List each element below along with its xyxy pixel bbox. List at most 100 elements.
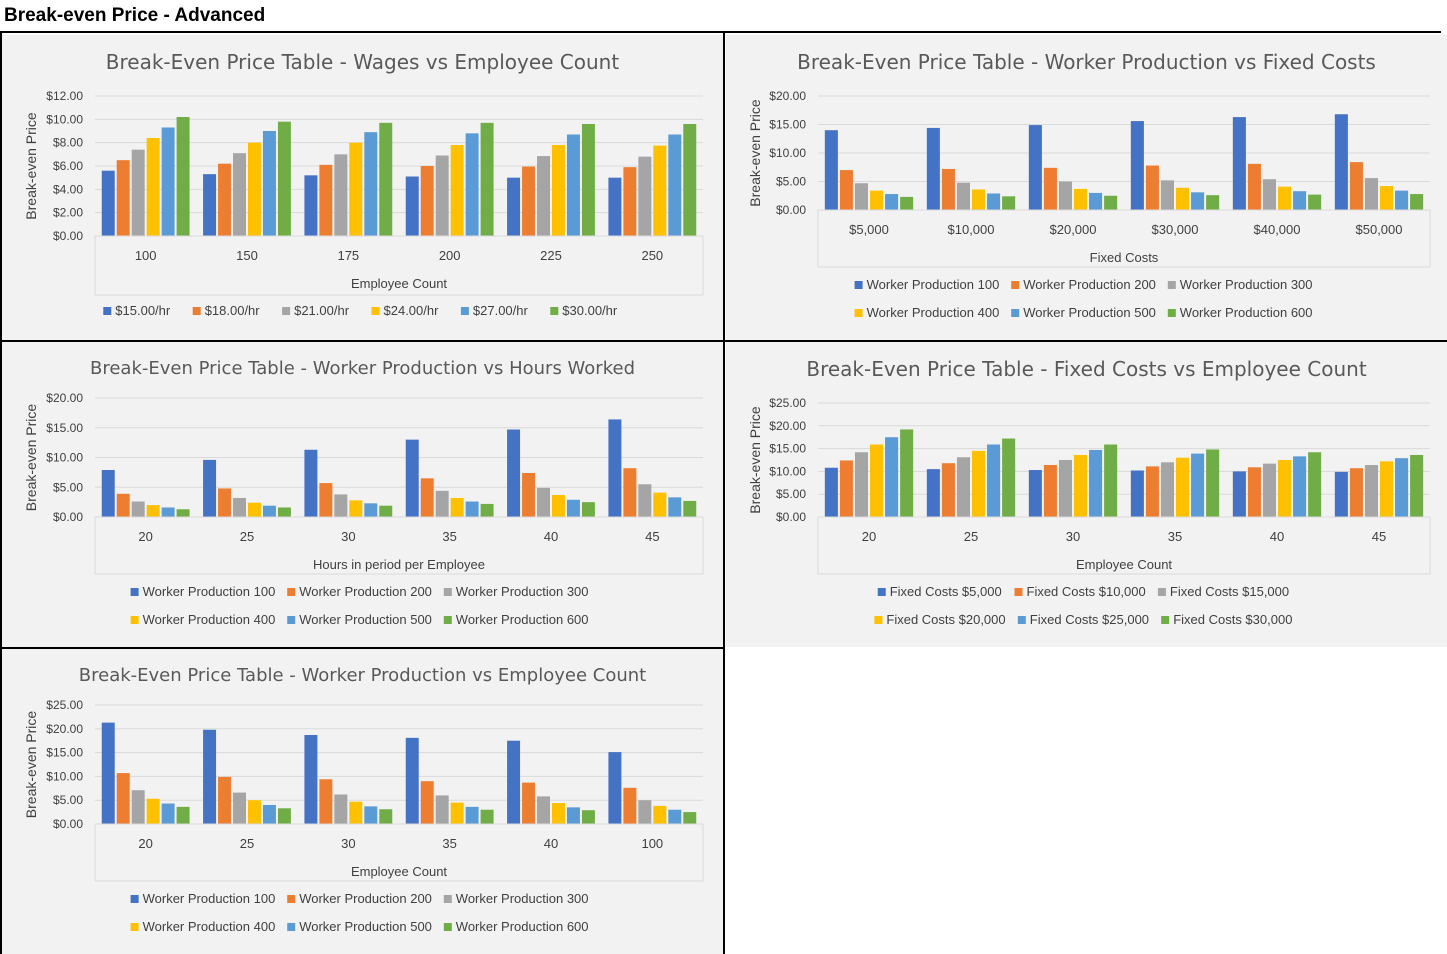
bar[interactable] — [233, 153, 246, 236]
bar[interactable] — [218, 163, 232, 236]
bar[interactable] — [176, 117, 190, 236]
bar[interactable] — [1043, 167, 1057, 210]
bar[interactable] — [450, 497, 464, 517]
bar[interactable] — [248, 502, 261, 517]
legend-label[interactable]: Worker Production 400 — [867, 305, 1000, 320]
bar[interactable] — [1160, 462, 1174, 517]
bar[interactable] — [319, 164, 333, 236]
bar[interactable] — [420, 781, 434, 824]
bar[interactable] — [101, 170, 115, 236]
legend-label[interactable]: $15.00/hr — [115, 303, 171, 318]
bar[interactable] — [668, 497, 682, 517]
legend-label[interactable]: Worker Production 100 — [867, 277, 1000, 292]
bar[interactable] — [116, 493, 130, 517]
bar[interactable] — [839, 170, 853, 210]
bar[interactable] — [203, 174, 217, 236]
legend-label[interactable]: Worker Production 500 — [1023, 305, 1156, 320]
bar[interactable] — [941, 168, 955, 210]
bar[interactable] — [379, 122, 393, 236]
bar[interactable] — [1104, 195, 1118, 210]
bar[interactable] — [480, 122, 494, 236]
bar[interactable] — [1410, 454, 1424, 517]
bar[interactable] — [1262, 463, 1276, 517]
bar[interactable] — [277, 808, 291, 824]
bar[interactable] — [1247, 467, 1261, 517]
legend-label[interactable]: Worker Production 400 — [143, 919, 276, 934]
bar[interactable] — [248, 142, 261, 236]
legend-label[interactable]: Fixed Costs $10,000 — [1027, 584, 1146, 599]
bar[interactable] — [638, 156, 652, 236]
chart-panel-fixed-costs-employees[interactable]: Break-Even Price Table - Fixed Costs vs … — [726, 342, 1447, 647]
legend-label[interactable]: Worker Production 200 — [299, 891, 432, 906]
bar[interactable] — [1104, 444, 1118, 517]
legend-label[interactable]: Worker Production 200 — [1023, 277, 1156, 292]
bar[interactable] — [683, 500, 697, 517]
bar[interactable] — [176, 806, 190, 824]
bar[interactable] — [926, 127, 940, 210]
legend-label[interactable]: Worker Production 300 — [456, 584, 589, 599]
bar[interactable] — [379, 505, 393, 517]
bar[interactable] — [522, 166, 536, 236]
bar[interactable] — [1380, 461, 1394, 517]
bar[interactable] — [450, 802, 464, 824]
legend-label[interactable]: $24.00/hr — [384, 303, 440, 318]
bar[interactable] — [405, 176, 419, 237]
legend-label[interactable]: Fixed Costs $15,000 — [1170, 584, 1289, 599]
bar[interactable] — [480, 809, 494, 824]
bar[interactable] — [405, 737, 419, 824]
bar[interactable] — [1058, 181, 1072, 211]
legend-label[interactable]: Worker Production 600 — [456, 612, 589, 627]
bar[interactable] — [1349, 162, 1363, 210]
bar[interactable] — [972, 450, 986, 517]
bar[interactable] — [668, 809, 682, 824]
bar[interactable] — [581, 810, 595, 824]
bar[interactable] — [653, 492, 667, 517]
bar[interactable] — [824, 467, 838, 517]
bar[interactable] — [1002, 196, 1016, 210]
bar[interactable] — [581, 124, 595, 236]
bar[interactable] — [1308, 452, 1322, 517]
bar[interactable] — [972, 189, 986, 210]
legend-label[interactable]: $18.00/hr — [205, 303, 261, 318]
bar[interactable] — [131, 501, 145, 517]
bar[interactable] — [319, 779, 333, 824]
bar[interactable] — [987, 444, 1001, 517]
bar[interactable] — [623, 167, 637, 236]
bar[interactable] — [304, 449, 318, 517]
bar[interactable] — [1247, 163, 1261, 210]
legend-label[interactable]: Worker Production 500 — [299, 612, 432, 627]
bar[interactable] — [203, 729, 217, 824]
bar[interactable] — [465, 501, 479, 517]
legend-label[interactable]: Fixed Costs $25,000 — [1030, 612, 1149, 627]
bar[interactable] — [262, 505, 276, 517]
bar[interactable] — [608, 177, 622, 236]
bar[interactable] — [870, 190, 884, 210]
bar[interactable] — [161, 507, 175, 517]
bar[interactable] — [1278, 460, 1292, 517]
legend-label[interactable]: Worker Production 500 — [299, 919, 432, 934]
bar[interactable] — [581, 502, 595, 517]
bar[interactable] — [262, 804, 276, 824]
bar[interactable] — [146, 798, 160, 824]
bar[interactable] — [1380, 186, 1394, 210]
bar[interactable] — [146, 138, 160, 236]
bar[interactable] — [334, 154, 348, 236]
bar[interactable] — [146, 505, 160, 517]
bar[interactable] — [566, 499, 580, 517]
bar[interactable] — [161, 127, 175, 237]
bar[interactable] — [450, 145, 464, 236]
legend-label[interactable]: Worker Production 100 — [143, 891, 276, 906]
legend-label[interactable]: Fixed Costs $5,000 — [890, 584, 1002, 599]
bar[interactable] — [131, 149, 145, 236]
bar[interactable] — [854, 183, 868, 210]
bar[interactable] — [668, 134, 682, 237]
bar[interactable] — [277, 507, 291, 517]
bar[interactable] — [683, 124, 697, 236]
bar[interactable] — [900, 429, 914, 517]
bar[interactable] — [1232, 117, 1246, 210]
bar[interactable] — [608, 419, 622, 517]
bar[interactable] — [480, 503, 494, 517]
bar[interactable] — [435, 795, 449, 824]
bar[interactable] — [101, 469, 115, 517]
bar[interactable] — [653, 145, 667, 236]
